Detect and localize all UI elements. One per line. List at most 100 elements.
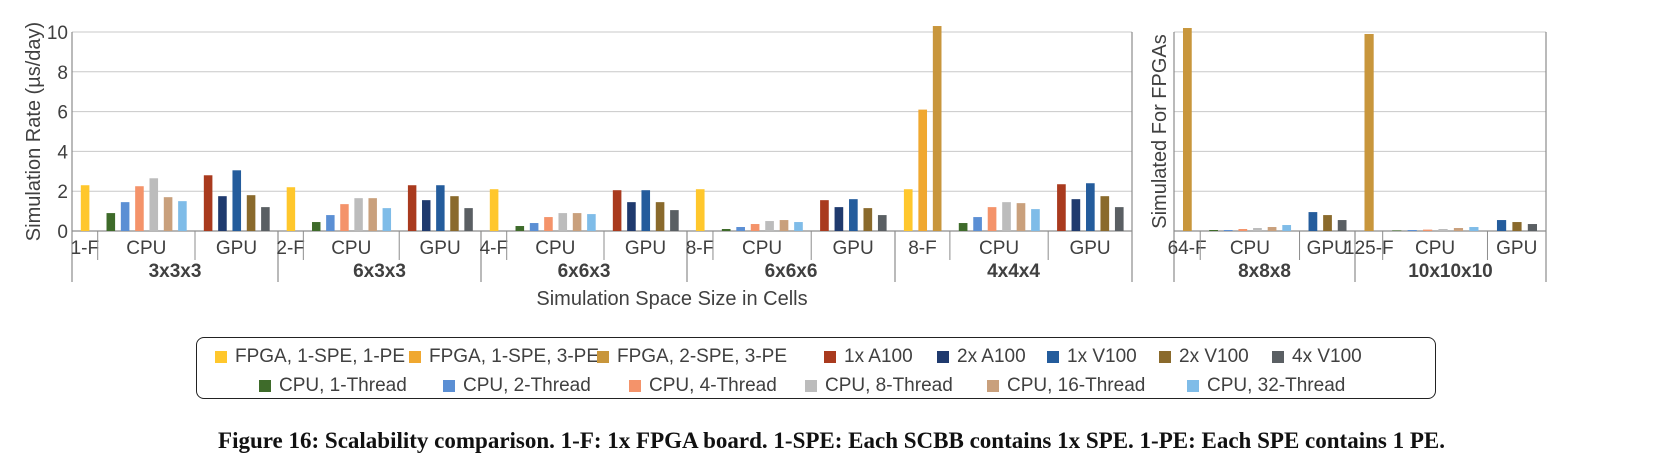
group-label: 6x3x3 [353, 261, 406, 282]
bar [368, 198, 377, 231]
bar [1337, 220, 1347, 231]
legend-row-cpu: CPU, 1-Thread CPU, 2-Thread CPU, 4-Thread C… [197, 371, 1435, 399]
bar [641, 190, 651, 231]
legend-item: CPU, 2-Thread [443, 375, 591, 397]
group-label: 8x8x8 [1238, 261, 1291, 282]
legend-item: CPU, 32-Thread [1187, 375, 1345, 397]
legend-row-fpga-gpu: FPGA, 1-SPE, 1-PE FPGA, 1-SPE, 3-PE FPGA, … [197, 342, 1435, 370]
legend-swatch [215, 351, 227, 363]
legend-item: 1x A100 [824, 346, 913, 368]
legend-swatch [937, 351, 949, 363]
subgroup-label: GPU [1307, 238, 1348, 259]
y-tick-label: 0 [57, 222, 68, 243]
bar [612, 190, 622, 231]
legend-swatch [259, 380, 271, 392]
bar [232, 170, 242, 231]
legend-item: CPU, 16-Thread [987, 375, 1145, 397]
legend-swatch [805, 380, 817, 392]
subgroup-label: CPU [1230, 238, 1270, 259]
bar [1364, 33, 1374, 231]
legend-item: 4x V100 [1272, 346, 1362, 368]
bar [1308, 212, 1318, 231]
bar [1031, 209, 1040, 231]
bar [877, 215, 887, 231]
bar [261, 207, 270, 231]
bar [1086, 183, 1095, 231]
bar [587, 214, 596, 231]
bar [1002, 202, 1011, 231]
group-label: 3x3x3 [149, 261, 202, 282]
bar [863, 208, 873, 231]
bar [736, 227, 745, 231]
bar [794, 222, 803, 231]
bar [1114, 207, 1124, 231]
group-label: 4x4x4 [987, 261, 1040, 282]
legend-label: CPU, 2-Thread [463, 375, 591, 396]
subgroup-label: GPU [1069, 238, 1110, 259]
bar [834, 207, 844, 231]
legend-label: 1x A100 [844, 346, 913, 367]
bar [695, 189, 705, 231]
bar [558, 213, 568, 231]
bar [903, 189, 913, 231]
legend-swatch [1047, 351, 1059, 363]
chart-legend: FPGA, 1-SPE, 1-PE FPGA, 1-SPE, 3-PE FPGA, … [196, 337, 1436, 399]
bar [750, 224, 760, 231]
bar [1238, 229, 1248, 231]
y-tick-label: 2 [57, 182, 68, 203]
bar [515, 226, 525, 231]
subgroup-label: CPU [742, 238, 782, 259]
bar [544, 217, 553, 231]
bar [135, 186, 144, 231]
bar [489, 189, 499, 231]
x-axis-title: Simulation Space Size in Cells [536, 288, 807, 310]
bar [958, 223, 968, 231]
y-tick-label: 8 [57, 63, 68, 84]
bar [1512, 222, 1522, 231]
bar [354, 198, 363, 231]
subgroup-label: GPU [1496, 238, 1537, 259]
legend-item: CPU, 4-Thread [629, 375, 777, 397]
bar [572, 213, 582, 231]
legend-label: FPGA, 1-SPE, 3-PE [429, 346, 599, 367]
bar [779, 220, 789, 231]
legend-label: CPU, 16-Thread [1007, 375, 1146, 396]
subgroup-label: 125-F [1344, 238, 1394, 259]
legend-label: 1x V100 [1067, 346, 1137, 367]
bar [1453, 228, 1464, 231]
subgroup-label: GPU [216, 238, 257, 259]
group-label: 6x6x3 [558, 261, 611, 282]
group-label: 10x10x10 [1408, 261, 1493, 282]
bar [106, 213, 116, 231]
bar [149, 178, 159, 231]
bar [1223, 230, 1233, 231]
bar [1392, 230, 1402, 231]
bar [765, 221, 774, 231]
bar [436, 185, 445, 231]
bar [80, 185, 90, 231]
bar [1438, 229, 1448, 231]
y-axis-title: Simulated For FPGAs [1149, 34, 1171, 229]
bar [464, 208, 473, 231]
legend-label: CPU, 1-Thread [279, 375, 407, 396]
bar [1209, 230, 1218, 231]
group-label: 6x6x6 [765, 261, 818, 282]
legend-item: CPU, 1-Thread [259, 375, 407, 397]
bar [1469, 227, 1479, 231]
legend-item: FPGA, 2-SPE, 3-PE [597, 346, 787, 368]
subgroup-label: CPU [1415, 238, 1455, 259]
subgroup-label: GPU [420, 238, 461, 259]
bar [1423, 229, 1433, 231]
legend-item: FPGA, 1-SPE, 1-PE [215, 346, 405, 368]
subgroup-label: CPU [331, 238, 371, 259]
scalability-chart: 0 2 4 6 8 10 1-F CPU GPU 3x3x3 2-F CPU GPU 6x3x3 4-F CP… [23, 22, 1547, 310]
legend-swatch [1272, 351, 1284, 363]
legend-label: CPU, 8-Thread [825, 375, 953, 396]
bar [178, 201, 187, 231]
subgroup-label: CPU [535, 238, 575, 259]
legend-label: 2x A100 [957, 346, 1026, 367]
legend-item: CPU, 8-Thread [805, 375, 953, 397]
legend-swatch [629, 380, 641, 392]
bar [1527, 224, 1538, 231]
bar [973, 217, 982, 231]
